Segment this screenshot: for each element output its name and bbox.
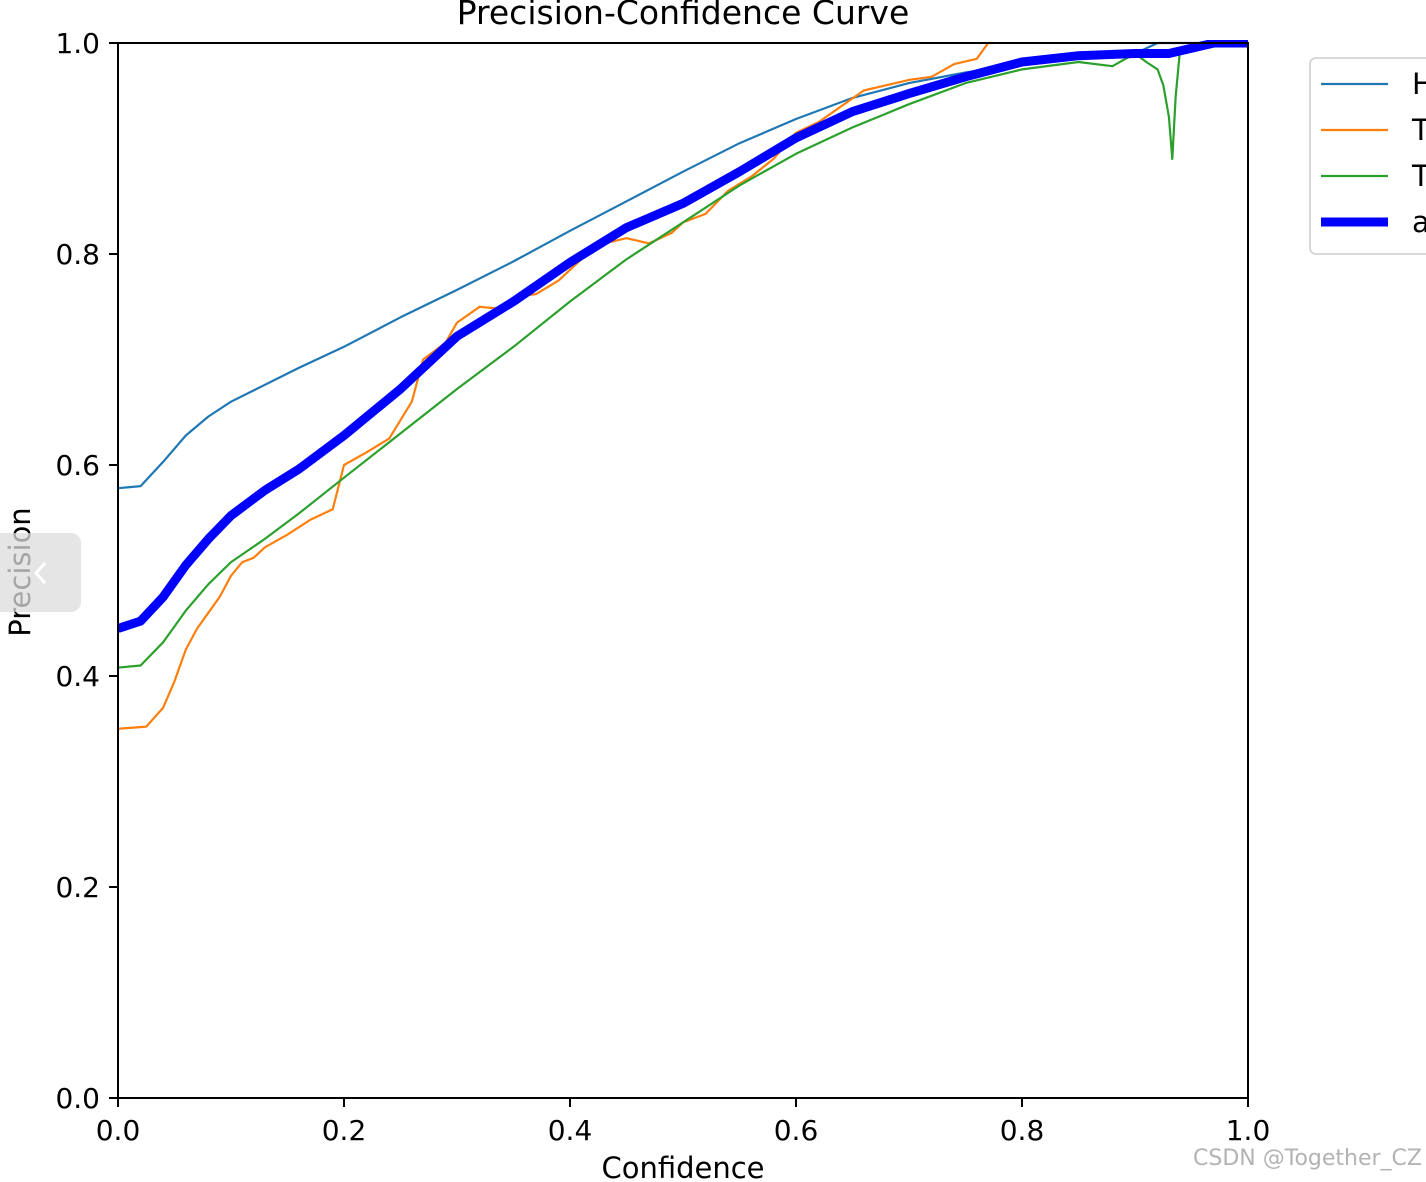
x-tick-label: 1.0: [1226, 1114, 1271, 1147]
prev-slide-button[interactable]: [0, 533, 81, 612]
series-line-1: [118, 41, 994, 730]
legend-label: a: [1412, 205, 1426, 239]
y-tick-label: 0.8: [55, 238, 100, 271]
axes: 0.0 0.2 0.4 0.6 0.8 1.0 0.0 0.2 0.4 0.6 0.8 1.0: [55, 27, 1270, 1147]
legend-box: [1309, 57, 1426, 255]
series-line-3: [118, 40, 1248, 633]
chart-title: Precision-Confidence Curve: [457, 0, 910, 32]
chevron-left-icon: [31, 559, 51, 587]
x-tick-label: 0.6: [774, 1114, 819, 1147]
series-line-2: [118, 41, 1248, 669]
watermark: CSDN @Together_CZ: [1193, 1146, 1422, 1171]
y-tick-label: 1.0: [55, 27, 100, 60]
legend-label: T: [1411, 159, 1426, 193]
y-tick-label: 0.0: [55, 1082, 100, 1115]
y-tick-label: 0.6: [55, 449, 100, 482]
y-tick-label: 0.2: [55, 871, 100, 904]
legend-label: T: [1411, 113, 1426, 147]
x-tick-label: 0.4: [548, 1114, 593, 1147]
plot-frame: [117, 42, 1249, 1099]
x-tick-label: 0.8: [1000, 1114, 1045, 1147]
x-tick-label: 0.2: [322, 1114, 367, 1147]
y-tick-label: 0.4: [55, 660, 100, 693]
x-tick-label: 0.0: [96, 1114, 141, 1147]
x-axis-title: Confidence: [601, 1151, 764, 1182]
series-line-0: [118, 41, 1248, 490]
plot-area: [118, 40, 1248, 730]
legend-label: H: [1412, 67, 1426, 101]
